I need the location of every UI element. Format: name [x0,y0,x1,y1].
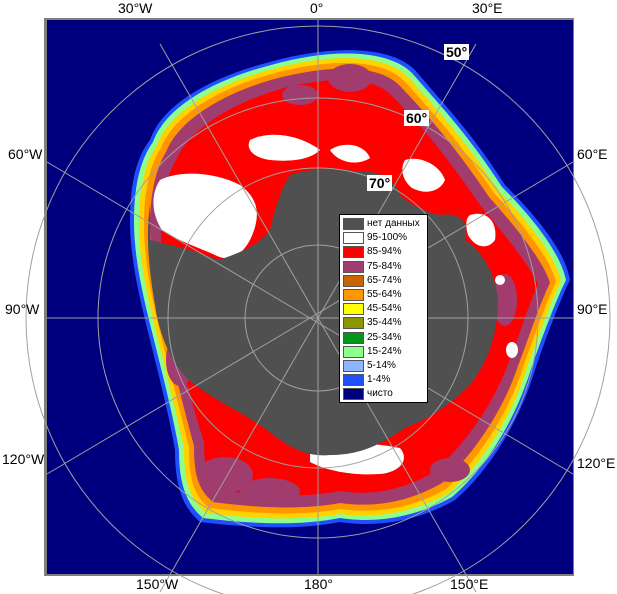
legend-label: 35-44% [367,317,402,329]
legend-swatch [343,345,364,358]
legend-item: 1-4% [343,374,391,387]
ice-patch-purple [328,64,372,92]
legend-label: нет данных [367,218,420,229]
ice-patch-white [466,213,496,247]
legend-swatch [343,232,364,245]
meridian-30 [159,43,477,593]
longitude-label-90w: 90°W [5,301,40,317]
legend-item: 95-100% [343,232,408,245]
ice-patch-white [506,342,518,358]
longitude-label-30e: 30°E [472,0,503,16]
legend-swatch [343,260,364,273]
longitude-label-30w: 30°W [118,0,153,16]
longitude-label-120e: 120°E [577,455,616,471]
longitude-label-180: 180° [304,576,333,592]
legend-swatch [343,331,364,344]
legend-item: чисто [343,388,393,401]
graticule [25,20,611,594]
latitude-label-70: 70° [367,175,393,191]
ice-patch-purple [493,274,517,326]
legend-item: 25-34% [343,331,402,344]
latitude-label-50: 50° [444,44,470,60]
legend-label: 45-54% [367,303,402,315]
longitude-label-150e: 150°E [450,576,489,592]
legend-label: 25-34% [367,331,402,343]
longitude-label-0: 0° [310,0,324,16]
latitude-label-60: 60° [404,110,430,126]
legend-label: 55-64% [367,289,402,300]
legend-swatch [343,360,364,372]
legend-label: 95-100% [367,232,408,244]
legend-item: 55-64% [343,289,401,301]
legend-item: 75-84% [343,260,402,273]
concentration-legend: нет данных 95-100% 85-94% 75-84% 65-74% 55-64… [339,214,428,403]
legend-label: 85-94% [367,246,402,258]
legend-swatch [343,317,364,330]
ice-patch-purple [282,85,318,105]
longitude-label-60w: 60°W [8,146,43,162]
legend-item: 5-14% [343,360,396,372]
legend-label: чисто [367,388,393,400]
legend-label: 1-4% [367,374,391,386]
legend-label: 5-14% [367,360,396,371]
legend-swatch [343,289,364,301]
longitude-label-120w: 120°W [2,451,45,467]
ice-patch-white [330,144,370,163]
ice-patch-white [248,134,320,161]
meridian-60 [46,161,574,475]
legend-item: 85-94% [343,246,402,259]
legend-swatch [343,388,364,401]
legend-swatch [343,218,364,230]
legend-item: 15-24% [343,345,402,358]
legend-swatch [343,303,364,316]
legend-label: 65-74% [367,274,402,286]
legend-label: 15-24% [367,345,402,357]
longitude-label-60e: 60°E [577,146,608,162]
legend-item: 35-44% [343,317,402,330]
longitude-label-150w: 150°W [136,576,179,592]
legend-item: нет данных [343,218,420,230]
ice-patch-purple [240,478,300,506]
ice-patch-purple [430,458,470,482]
legend-swatch [343,374,364,387]
legend-item: 45-54% [343,303,402,316]
longitude-label-90e: 90°E [577,301,608,317]
legend-swatch [343,274,364,287]
legend-item: 65-74% [343,274,402,287]
ice-patch-purple [197,457,253,493]
legend-label: 75-84% [367,260,402,272]
ice-patch-white [402,158,445,192]
ice-patch-white [153,173,257,259]
legend-swatch [343,246,364,259]
ice-patch-white [495,275,505,285]
